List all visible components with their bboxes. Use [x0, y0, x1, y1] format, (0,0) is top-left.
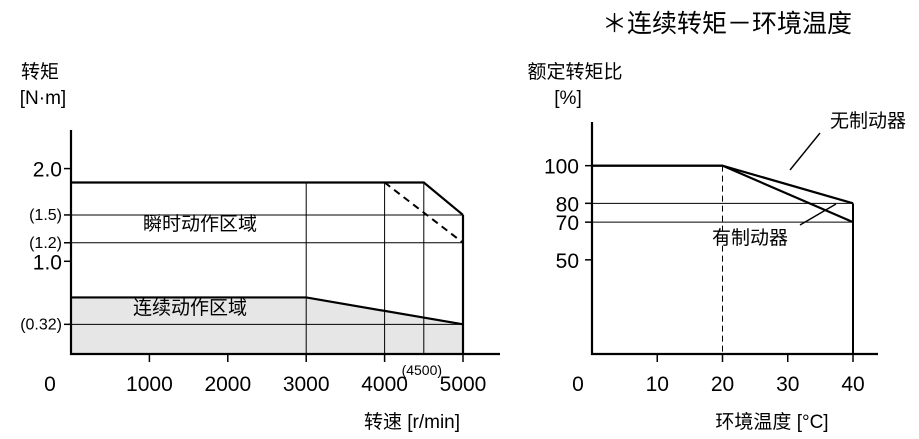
y-axis-title-left: 转矩: [21, 61, 59, 83]
y-tick-label-left-3: 1.0: [33, 251, 62, 274]
y-tick-label-left-1: (1.5): [29, 207, 62, 224]
x-tick-label-right-1: 20: [711, 373, 734, 396]
y-tick-label-left-4: (0.32): [20, 316, 62, 333]
x-tick-label-left-3: 4000: [361, 373, 408, 396]
region-label-continuous: 连续动作区域: [133, 297, 247, 319]
region-outline-0: [71, 181, 464, 216]
y-axis-title-right: 额定转矩比: [527, 61, 622, 83]
series-line-1: [592, 164, 854, 224]
y-tick-label-right-1: 80: [556, 193, 579, 216]
region-outline-1: [71, 296, 464, 326]
leader-line-brake: [799, 203, 837, 226]
region-area-1: [71, 297, 463, 354]
x-extra-tick-label: (4500): [402, 362, 442, 378]
leader-line-no-brake: [789, 132, 821, 171]
x-tick-label-right-2: 30: [776, 373, 799, 396]
dashed-derating-line: [383, 181, 464, 244]
x-axis-title-left: 转速 [r/min]: [364, 411, 460, 433]
region-label-instant: 瞬时动作区域: [143, 213, 257, 235]
header-note: ＊连续转矩－环境温度: [602, 10, 853, 38]
x-origin-label-right: 0: [572, 373, 584, 396]
x-tick-label-right-0: 10: [646, 373, 669, 396]
y-axis-unit-left: [N·m]: [20, 88, 66, 109]
y-axis-unit-right: [%]: [554, 88, 581, 109]
y-tick-label-right-2: 70: [556, 212, 579, 235]
x-tick-label-left-1: 2000: [204, 373, 251, 396]
x-tick-label-right-3: 40: [841, 373, 864, 396]
y-tick-label-right-3: 50: [556, 250, 579, 273]
y-tick-label-right-0: 100: [544, 156, 579, 179]
x-tick-label-left-0: 1000: [126, 373, 173, 396]
y-tick-label-left-0: 2.0: [33, 159, 62, 182]
x-tick-label-left-2: 3000: [283, 373, 330, 396]
y-tick-label-left-2: (1.2): [29, 235, 62, 252]
series-label-no-brake: 无制动器: [830, 110, 906, 132]
x-origin-label-left: 0: [44, 373, 56, 396]
x-axis-title-right: 环境温度 [°C]: [715, 411, 828, 433]
series-label-brake: 有制动器: [712, 227, 788, 249]
x-tick-label-left-4: 5000: [440, 373, 487, 396]
